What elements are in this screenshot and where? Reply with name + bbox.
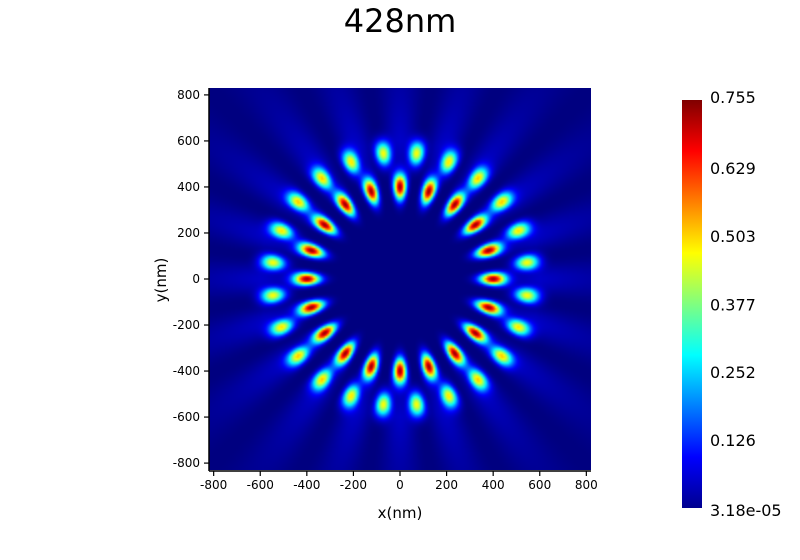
plot-area <box>209 88 591 470</box>
x-tick-label: -400 <box>293 478 320 492</box>
y-tick-label: -600 <box>173 410 200 424</box>
x-tick-label: 200 <box>435 478 458 492</box>
colorbar-tick-label: 0.755 <box>710 88 756 107</box>
y-tick-label: -800 <box>173 456 200 470</box>
y-tick-label: 200 <box>177 226 200 240</box>
axes: -800 -600 -400 -200 0 200 400 600 800 -800 -600 -4… <box>173 88 598 492</box>
y-tick-label: -200 <box>173 318 200 332</box>
x-axis-label: x(nm) <box>378 504 423 522</box>
colorbar-tick-label: 0.252 <box>710 363 756 382</box>
colorbar-tick-label: 3.18e-05 <box>710 501 782 520</box>
colorbar-tick-label: 0.503 <box>710 227 756 246</box>
x-tick-label: 0 <box>396 478 404 492</box>
chart-title: 428nm <box>344 2 457 40</box>
x-tick-label: -800 <box>200 478 227 492</box>
x-tick-label: 400 <box>482 478 505 492</box>
x-tick-label: 800 <box>575 478 598 492</box>
colorbar-tick-label: 0.629 <box>710 159 756 178</box>
colorbar-tick-label: 0.377 <box>710 295 756 314</box>
colorbar-gradient <box>682 100 702 508</box>
y-tick-label: 800 <box>177 88 200 102</box>
colorbar-tick-label: 0.126 <box>710 431 756 450</box>
y-ticks: -800 -600 -400 -200 0 200 400 600 800 <box>173 88 209 470</box>
x-tick-label: -600 <box>247 478 274 492</box>
y-tick-label: -400 <box>173 364 200 378</box>
heatmap-image <box>209 88 591 470</box>
x-tick-label: -200 <box>340 478 367 492</box>
y-tick-label: 0 <box>192 272 200 286</box>
y-tick-label: 400 <box>177 180 200 194</box>
y-axis-label: y(nm) <box>152 258 170 303</box>
x-tick-label: 600 <box>528 478 551 492</box>
x-ticks: -800 -600 -400 -200 0 200 400 600 800 <box>200 471 598 492</box>
y-tick-label: 600 <box>177 134 200 148</box>
colorbar: 0.755 0.629 0.503 0.377 0.252 0.126 3.18e-05 <box>682 88 782 520</box>
colorbar-ticks: 0.755 0.629 0.503 0.377 0.252 0.126 3.18e-05 <box>710 88 782 520</box>
